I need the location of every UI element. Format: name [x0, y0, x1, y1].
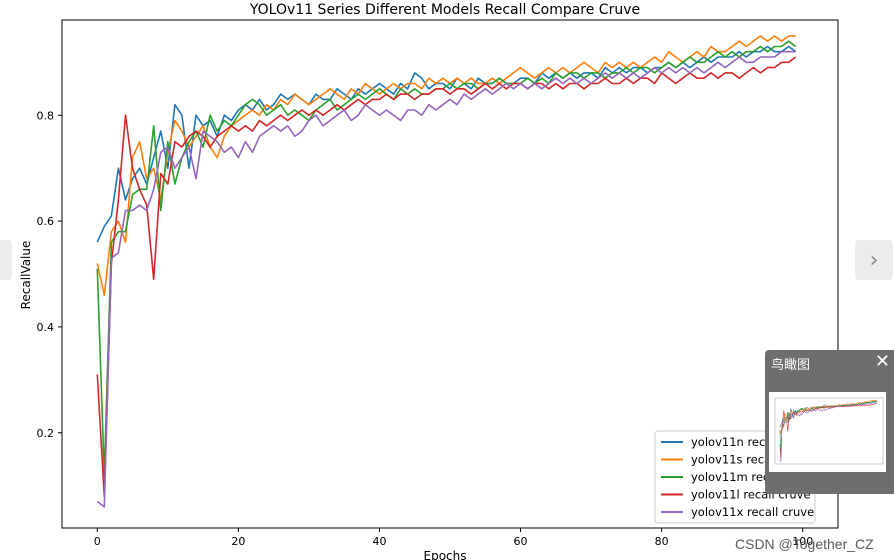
- legend-label: yolov11x recall cruve: [691, 505, 814, 519]
- y-tick-label: 0.4: [37, 321, 55, 334]
- thumbnail-chart: [774, 397, 884, 465]
- series-line-5: [96, 50, 796, 508]
- y-tick-label: 0.8: [37, 109, 55, 122]
- y-tick-label: 0.2: [37, 427, 55, 440]
- x-tick-label: 80: [655, 535, 669, 548]
- axis-ticks: 0 20 40 60 80 100 0.2 0.4 0.6 0.8: [37, 109, 814, 548]
- x-tick-label: 60: [514, 535, 528, 548]
- series-line-2: [96, 35, 796, 297]
- x-tick-label: 40: [372, 535, 386, 548]
- close-icon[interactable]: ✕: [874, 351, 890, 372]
- x-axis-label: Epochs: [424, 549, 467, 560]
- chevron-right-icon: ›: [869, 247, 879, 273]
- thumbnail-series-line-5: [779, 401, 878, 462]
- y-tick-label: 0.6: [37, 215, 55, 228]
- birdview-title: 鸟瞰图: [771, 358, 811, 373]
- next-image-button[interactable]: ›: [855, 240, 893, 280]
- series-line-3: [96, 40, 797, 476]
- plot-area-frame: [61, 19, 839, 529]
- birdview-thumbnail[interactable]: [769, 392, 886, 472]
- prev-image-button[interactable]: ‹: [0, 240, 12, 280]
- x-tick-label: 20: [231, 535, 245, 548]
- thumbnail-frame: [774, 397, 884, 465]
- chart-title: YOLOv11 Series Different Models Recall C…: [249, 2, 640, 18]
- thumbnail-series-line-2: [779, 399, 878, 434]
- x-tick-label: 100: [792, 535, 813, 548]
- birdview-panel[interactable]: 鸟瞰图 ✕: [765, 350, 894, 494]
- series-lines: [96, 35, 797, 508]
- thumbnail-series-line-3: [779, 400, 878, 458]
- series-line-4: [96, 56, 797, 498]
- watermark: CSDN @Together_CZ: [735, 536, 874, 552]
- y-axis-label: RecallValue: [19, 241, 33, 310]
- x-tick-label: 0: [94, 535, 101, 548]
